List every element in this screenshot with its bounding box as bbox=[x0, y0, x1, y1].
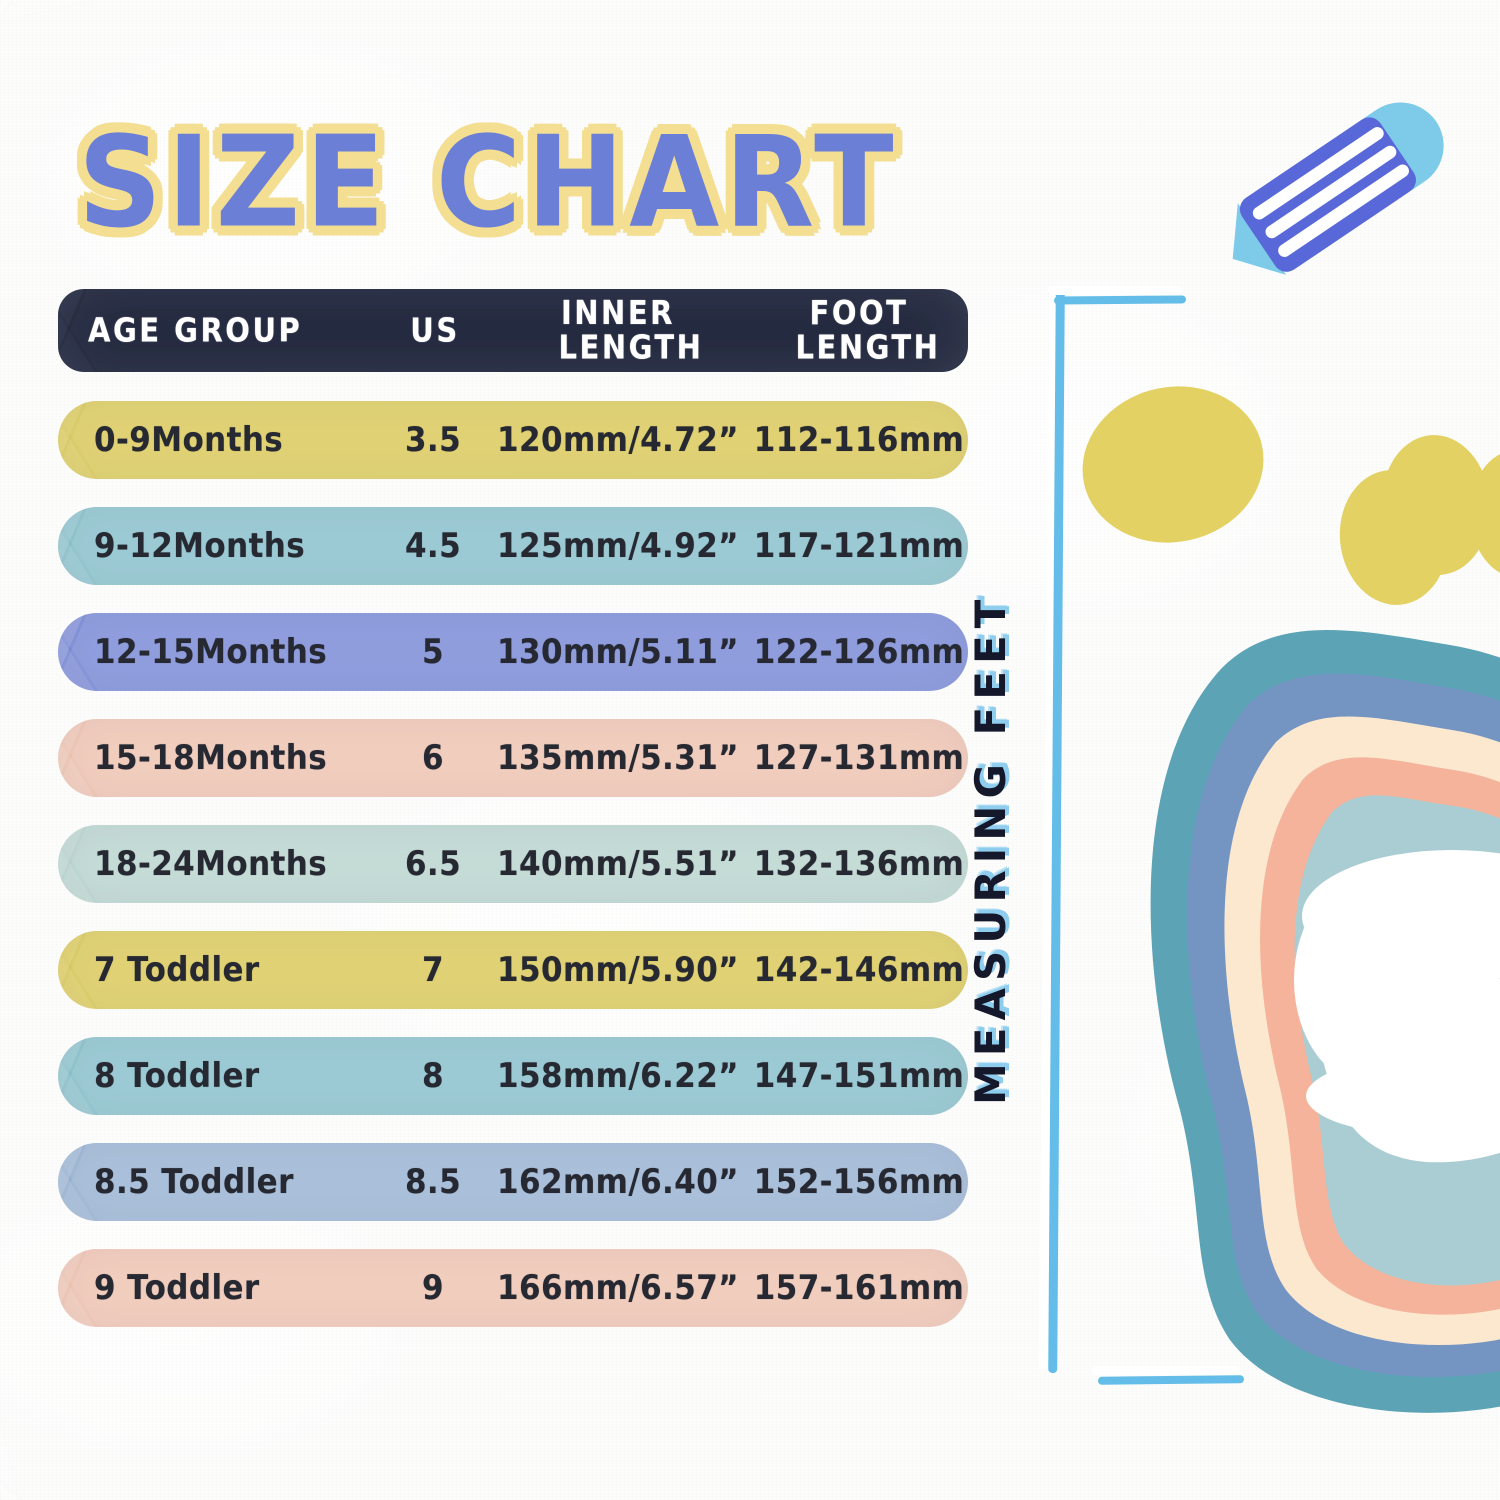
illustration-area bbox=[1000, 90, 1500, 1450]
table-row: 9-12Months 4.5 125mm/4.92” 117-121mm bbox=[58, 507, 968, 585]
cell-age-group: 7 Toddler bbox=[94, 950, 260, 990]
cell-us-size: 6 bbox=[422, 738, 444, 778]
cell-foot-length: 112-116mm bbox=[753, 420, 965, 460]
cell-us-size: 4.5 bbox=[404, 526, 462, 566]
pencil-icon bbox=[1232, 102, 1444, 275]
cell-foot-length: 117-121mm bbox=[753, 526, 965, 566]
cell-inner-length: 150mm/5.90” bbox=[497, 950, 739, 990]
cell-inner-length: 162mm/6.40” bbox=[497, 1162, 739, 1202]
cell-us-size: 3.5 bbox=[404, 420, 462, 460]
cell-inner-length: 120mm/4.72” bbox=[497, 420, 739, 460]
cell-us-size: 7 bbox=[422, 950, 444, 990]
cell-inner-length: 158mm/6.22” bbox=[497, 1056, 739, 1096]
cell-age-group: 18-24Months bbox=[94, 844, 328, 884]
table-row: 0-9Months 3.5 120mm/4.72” 112-116mm bbox=[58, 401, 968, 479]
column-header-us: US bbox=[410, 310, 460, 349]
table-row: 15-18Months 6 135mm/5.31” 127-131mm bbox=[58, 719, 968, 797]
cell-foot-length: 147-151mm bbox=[753, 1056, 965, 1096]
column-header-inner-length-line2: LENGTH bbox=[558, 327, 704, 366]
column-header-foot-length: FOOT LENGTH bbox=[748, 293, 970, 366]
cell-us-size: 6.5 bbox=[404, 844, 462, 884]
cell-us-size: 8.5 bbox=[404, 1162, 462, 1202]
table-row: 18-24Months 6.5 140mm/5.51” 132-136mm bbox=[58, 825, 968, 903]
cell-us-size: 8 bbox=[422, 1056, 444, 1096]
page-title: SIZE CHART bbox=[78, 110, 899, 256]
table-header-row: AGE GROUP US INNER LENGTH FOOT LENGTH bbox=[58, 289, 968, 372]
table-row: 12-15Months 5 130mm/5.11” 122-126mm bbox=[58, 613, 968, 691]
cell-foot-length: 127-131mm bbox=[753, 738, 965, 778]
foot-illustration bbox=[1150, 630, 1500, 1413]
toe-oval-1 bbox=[1067, 369, 1279, 560]
page-title-container: SIZE CHART bbox=[78, 110, 898, 256]
table-rows-container: 0-9Months 3.5 120mm/4.72” 112-116mm 9-12Mont… bbox=[58, 401, 968, 1327]
column-header-foot-length-line2: LENGTH bbox=[795, 327, 941, 366]
cell-inner-length: 125mm/4.92” bbox=[497, 526, 739, 566]
cell-age-group: 12-15Months bbox=[94, 632, 328, 672]
column-header-age-group: AGE GROUP bbox=[88, 310, 303, 349]
table-row: 9 Toddler 9 166mm/6.57” 157-161mm bbox=[58, 1249, 968, 1327]
cell-foot-length: 122-126mm bbox=[753, 632, 965, 672]
cell-age-group: 0-9Months bbox=[94, 420, 284, 460]
cell-age-group: 15-18Months bbox=[94, 738, 328, 778]
cell-foot-length: 142-146mm bbox=[753, 950, 965, 990]
cell-foot-length: 157-161mm bbox=[753, 1268, 965, 1308]
cell-us-size: 5 bbox=[422, 632, 444, 672]
table-row: 7 Toddler 7 150mm/5.90” 142-146mm bbox=[58, 931, 968, 1009]
cell-inner-length: 140mm/5.51” bbox=[497, 844, 739, 884]
cell-age-group: 8 Toddler bbox=[94, 1056, 260, 1096]
column-header-foot-length-line1: FOOT bbox=[809, 293, 909, 333]
cell-foot-length: 152-156mm bbox=[753, 1162, 965, 1202]
table-row: 8 Toddler 8 158mm/6.22” 147-151mm bbox=[58, 1037, 968, 1115]
cell-inner-length: 130mm/5.11” bbox=[497, 632, 739, 672]
cell-us-size: 9 bbox=[422, 1268, 444, 1308]
table-row: 8.5 Toddler 8.5 162mm/6.40” 152-156mm bbox=[58, 1143, 968, 1221]
cell-age-group: 9 Toddler bbox=[94, 1268, 260, 1308]
cell-age-group: 9-12Months bbox=[94, 526, 306, 566]
cell-inner-length: 166mm/6.57” bbox=[497, 1268, 739, 1308]
cell-age-group: 8.5 Toddler bbox=[94, 1162, 294, 1202]
cell-foot-length: 132-136mm bbox=[753, 844, 965, 884]
cell-inner-length: 135mm/5.31” bbox=[497, 738, 739, 778]
size-chart-table: AGE GROUP US INNER LENGTH FOOT LENGTH 0-… bbox=[58, 289, 968, 1355]
column-header-inner-length: INNER LENGTH bbox=[490, 293, 746, 366]
column-header-inner-length-line1: INNER bbox=[561, 293, 675, 333]
